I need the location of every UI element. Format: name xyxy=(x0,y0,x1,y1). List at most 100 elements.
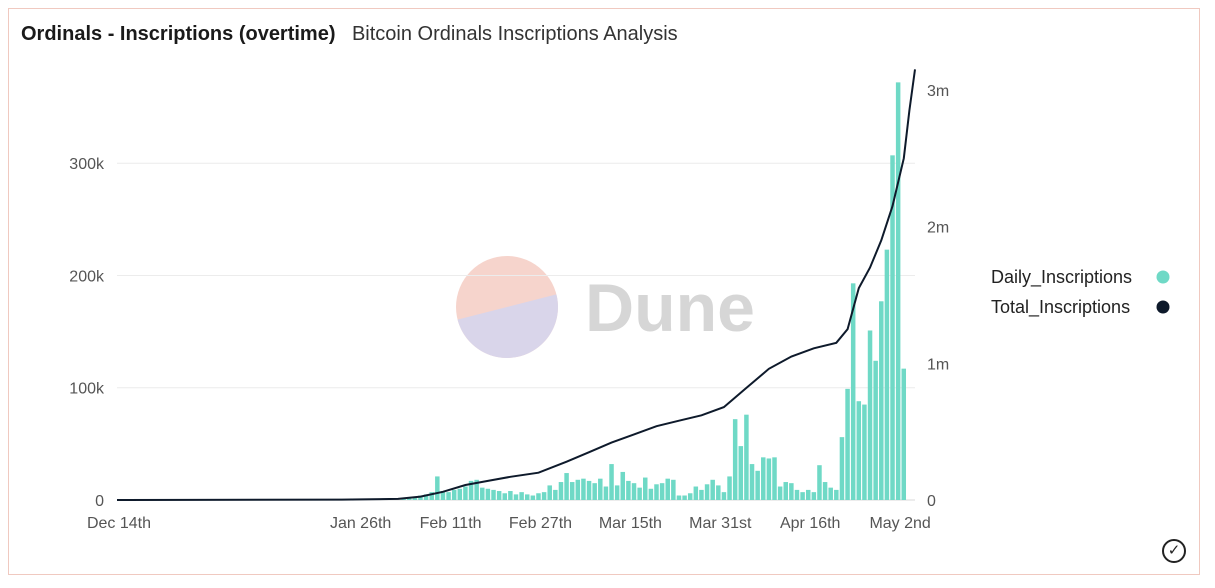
daily-inscriptions-bar xyxy=(406,497,412,500)
daily-inscriptions-bar xyxy=(558,482,564,500)
daily-inscriptions-bar xyxy=(699,489,704,500)
daily-inscriptions-bar xyxy=(451,489,457,500)
x-tick-label: Dec 14th xyxy=(87,515,151,532)
legend-dot-total xyxy=(1156,300,1170,314)
daily-inscriptions-bar xyxy=(513,494,519,500)
daily-inscriptions-bar xyxy=(789,483,794,500)
daily-inscriptions-bar xyxy=(867,330,873,500)
legend-label: Daily_Inscriptions xyxy=(991,267,1132,288)
daily-inscriptions-bar xyxy=(614,485,620,500)
y-right-tick-label: 0 xyxy=(927,493,936,510)
daily-inscriptions-bar xyxy=(761,457,766,500)
x-tick-label: Jan 26th xyxy=(330,515,391,532)
daily-inscriptions-bar xyxy=(418,495,423,500)
daily-inscriptions-bar xyxy=(772,457,777,500)
daily-inscriptions-bar xyxy=(654,484,659,500)
daily-inscriptions-bar xyxy=(496,491,502,500)
daily-inscriptions-bar xyxy=(895,82,901,501)
daily-inscriptions-bar xyxy=(687,493,693,500)
x-tick-label: Feb 27th xyxy=(509,515,572,532)
x-tick-label: Mar 31st xyxy=(689,515,752,532)
daily-inscriptions-bars xyxy=(401,82,907,501)
daily-inscriptions-bar xyxy=(710,479,715,500)
daily-inscriptions-bar xyxy=(564,473,569,500)
daily-inscriptions-bar xyxy=(586,480,592,500)
daily-inscriptions-bar xyxy=(744,414,749,500)
daily-inscriptions-bar xyxy=(755,470,760,500)
daily-inscriptions-bar xyxy=(598,478,603,500)
daily-inscriptions-bar xyxy=(884,249,890,500)
daily-inscriptions-bar xyxy=(727,476,732,500)
watermark-text: Dune xyxy=(585,270,755,346)
y-left-tick-label: 300k xyxy=(69,156,105,173)
daily-inscriptions-bar xyxy=(862,404,867,500)
y-axis-right: 0 1m 2m 3m xyxy=(927,83,949,510)
daily-inscriptions-bar xyxy=(637,487,642,500)
daily-inscriptions-bar xyxy=(581,478,586,500)
daily-inscriptions-bar xyxy=(626,480,631,500)
daily-inscriptions-bar xyxy=(502,493,508,500)
daily-inscriptions-bar xyxy=(817,465,822,500)
daily-inscriptions-bar xyxy=(822,482,828,500)
daily-inscriptions-bar xyxy=(839,437,845,500)
daily-inscriptions-bar xyxy=(575,479,581,500)
daily-inscriptions-bar xyxy=(845,388,850,500)
daily-inscriptions-bar xyxy=(474,479,479,500)
total-inscriptions-line xyxy=(116,69,916,501)
daily-inscriptions-bar xyxy=(800,492,805,500)
daily-inscriptions-bar xyxy=(547,485,552,500)
y-right-tick-label: 3m xyxy=(927,83,949,100)
y-right-tick-label: 1m xyxy=(927,356,949,373)
daily-inscriptions-bar xyxy=(659,483,665,500)
daily-inscriptions-bar xyxy=(553,489,558,500)
daily-inscriptions-bar xyxy=(693,486,699,500)
daily-inscriptions-bar xyxy=(834,489,839,500)
daily-inscriptions-bar xyxy=(631,483,637,500)
daily-inscriptions-bar xyxy=(524,494,530,500)
x-tick-label: Feb 11th xyxy=(420,515,482,532)
daily-inscriptions-bar xyxy=(879,301,884,500)
daily-inscriptions-bar xyxy=(603,486,609,500)
daily-inscriptions-bar xyxy=(805,489,811,500)
y-left-tick-label: 100k xyxy=(69,381,105,398)
daily-inscriptions-bar xyxy=(435,476,440,500)
daily-inscriptions-bar xyxy=(738,446,744,500)
chart-card: Ordinals - Inscriptions (overtime) Bitco… xyxy=(8,8,1200,575)
daily-inscriptions-bar xyxy=(676,495,682,500)
chart-svg: Dune 0 100k 200k 300k 0 1m 2m 3m Dec 14th Jan 2… xyxy=(69,69,1170,532)
daily-inscriptions-bar xyxy=(828,487,833,500)
daily-inscriptions-bar xyxy=(873,360,878,500)
daily-inscriptions-bar xyxy=(890,155,895,500)
daily-inscriptions-bar xyxy=(643,477,648,500)
daily-inscriptions-bar xyxy=(704,484,710,500)
chart-header: Ordinals - Inscriptions (overtime) Bitco… xyxy=(21,23,678,46)
daily-inscriptions-bar xyxy=(440,491,446,500)
daily-inscriptions-bar xyxy=(480,487,485,500)
legend-dot-daily xyxy=(1156,270,1170,284)
legend-label: Total_Inscriptions xyxy=(991,297,1130,318)
y-right-tick-label: 2m xyxy=(927,220,949,237)
daily-inscriptions-bar xyxy=(491,489,496,500)
daily-inscriptions-bar xyxy=(901,368,907,500)
legend: Daily_Inscriptions Total_Inscriptions xyxy=(991,267,1170,318)
daily-inscriptions-bar xyxy=(485,488,491,500)
daily-inscriptions-bar xyxy=(732,419,738,500)
daily-inscriptions-bar xyxy=(777,486,783,500)
daily-inscriptions-bar xyxy=(468,480,474,500)
daily-inscriptions-bar xyxy=(783,482,788,500)
daily-inscriptions-bar xyxy=(749,464,755,500)
daily-inscriptions-bar xyxy=(463,486,468,500)
x-tick-label: May 2nd xyxy=(869,515,930,532)
daily-inscriptions-bar xyxy=(609,464,614,500)
daily-inscriptions-bar xyxy=(423,494,429,500)
x-tick-label: Apr 16th xyxy=(780,515,840,532)
daily-inscriptions-bar xyxy=(620,471,626,500)
daily-inscriptions-bar xyxy=(850,283,856,500)
y-left-tick-label: 0 xyxy=(95,493,104,510)
daily-inscriptions-bar xyxy=(536,493,541,500)
daily-inscriptions-bar xyxy=(592,483,597,500)
daily-inscriptions-bar xyxy=(766,458,772,500)
y-left-tick-label: 200k xyxy=(69,268,105,285)
checkmark-icon[interactable]: ✓ xyxy=(1162,539,1186,563)
daily-inscriptions-bar xyxy=(665,478,670,500)
